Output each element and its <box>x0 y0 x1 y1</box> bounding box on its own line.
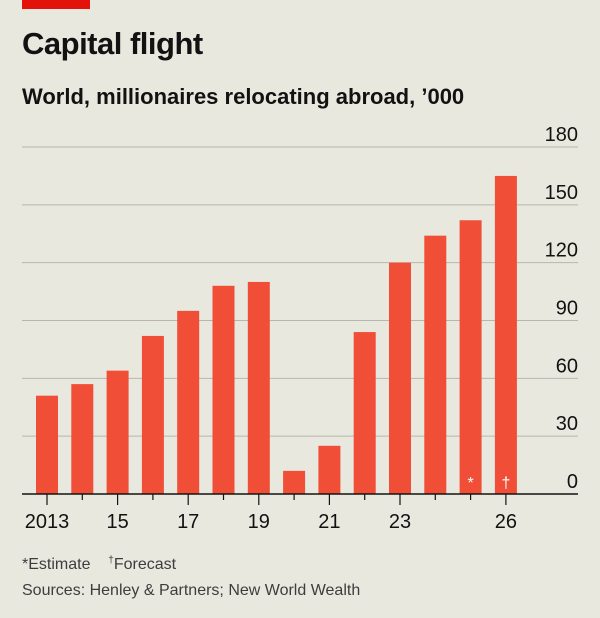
bar <box>318 445 341 494</box>
bar <box>494 175 517 494</box>
y-tick-label: 150 <box>545 182 578 204</box>
y-tick-label: 180 <box>545 124 578 146</box>
bar <box>71 384 94 494</box>
sources-note: Sources: Henley & Partners; New World We… <box>22 582 361 599</box>
bar-note-mark: † <box>501 475 510 492</box>
y-tick-label: 120 <box>545 240 578 262</box>
y-tick-label: 90 <box>556 298 578 320</box>
forecast-mark: † <box>108 555 114 566</box>
bar-note-mark: * <box>467 475 473 492</box>
bar <box>177 310 200 494</box>
chart-title: Capital flight <box>22 26 203 61</box>
x-tick-label: 26 <box>495 511 517 533</box>
bar <box>106 370 129 494</box>
x-tick-label: 2013 <box>25 511 70 533</box>
brand-accent-bar <box>22 0 90 9</box>
x-tick-label: 23 <box>389 511 411 533</box>
estimate-note: Estimate <box>28 556 91 573</box>
forecast-note: Forecast <box>113 556 177 573</box>
x-tick-label: 21 <box>318 511 340 533</box>
y-tick-label: 60 <box>556 355 578 377</box>
x-tick-label: 19 <box>248 511 270 533</box>
bar <box>389 262 411 494</box>
bar <box>353 332 376 494</box>
chart-subtitle: World, millionaires relocating abroad, ’… <box>22 84 465 109</box>
bar <box>459 220 482 494</box>
x-tick-label: 17 <box>177 511 199 533</box>
bar <box>212 285 235 494</box>
bar <box>424 235 447 494</box>
bar <box>36 395 58 494</box>
bar <box>141 335 164 494</box>
bar <box>283 470 306 494</box>
y-tick-label: 0 <box>567 471 578 493</box>
x-tick-label: 15 <box>106 511 128 533</box>
y-tick-label: 30 <box>556 413 578 435</box>
estimate-mark: * <box>22 556 29 573</box>
bar <box>247 281 270 494</box>
chart-footnotes: *Estimate †Forecast <box>22 555 176 574</box>
